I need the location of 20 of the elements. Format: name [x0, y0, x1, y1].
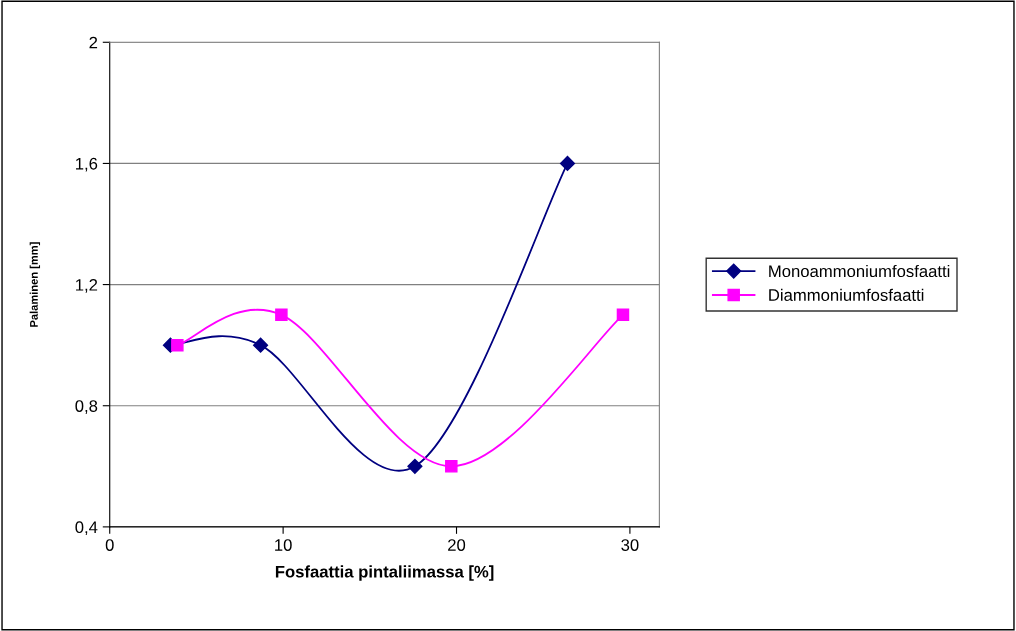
- point: [275, 308, 288, 322]
- point: [171, 338, 184, 352]
- y-tick-label: 0,8: [75, 400, 98, 414]
- x-tick-label: 0: [105, 539, 114, 551]
- y-axis-title: Palaminen [mm]: [29, 242, 41, 327]
- y-tick-label: 2: [89, 36, 98, 49]
- x-axis-title: Fosfaattia pintaliimassa [%]: [275, 565, 494, 581]
- legend-label: Diammoniumfosfaatti: [769, 288, 924, 301]
- x-tick-label: 20: [448, 539, 466, 551]
- y-tick-label: 1,6: [76, 157, 98, 172]
- point: [616, 308, 630, 322]
- point: [253, 337, 269, 353]
- point: [445, 460, 458, 473]
- y-tick-label: 1,2: [76, 278, 98, 293]
- y-tick-label: 0,4: [75, 521, 98, 536]
- point: [559, 155, 576, 171]
- point: [407, 458, 423, 474]
- x-tick-label: 10: [275, 539, 292, 551]
- legend-label: Monoammoniumfosfaatti: [769, 264, 950, 278]
- x-tick-label: 30: [621, 539, 639, 551]
